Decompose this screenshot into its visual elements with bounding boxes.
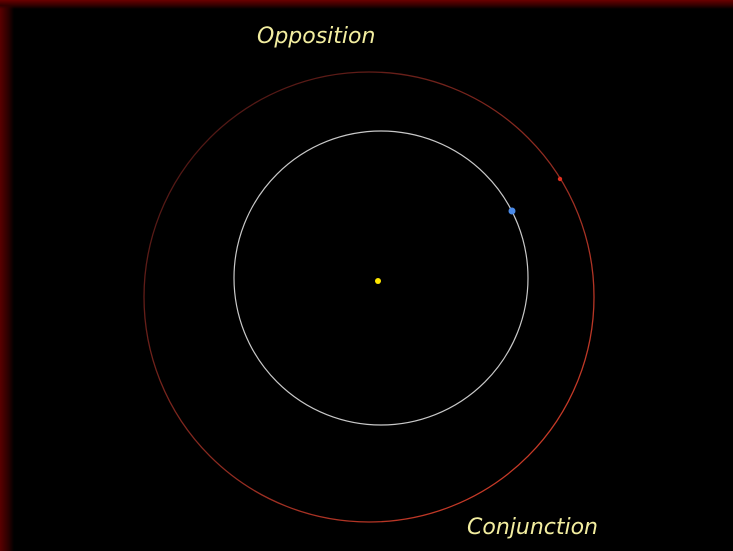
orbit-diagram <box>0 0 733 551</box>
sun <box>375 278 381 284</box>
earth-orbit <box>234 131 528 425</box>
conjunction-label: Conjunction <box>467 515 598 540</box>
earth <box>509 208 516 215</box>
mars <box>558 177 562 181</box>
opposition-label: Opposition <box>257 24 375 49</box>
orbit-view: Opposition Conjunction <box>0 0 733 551</box>
